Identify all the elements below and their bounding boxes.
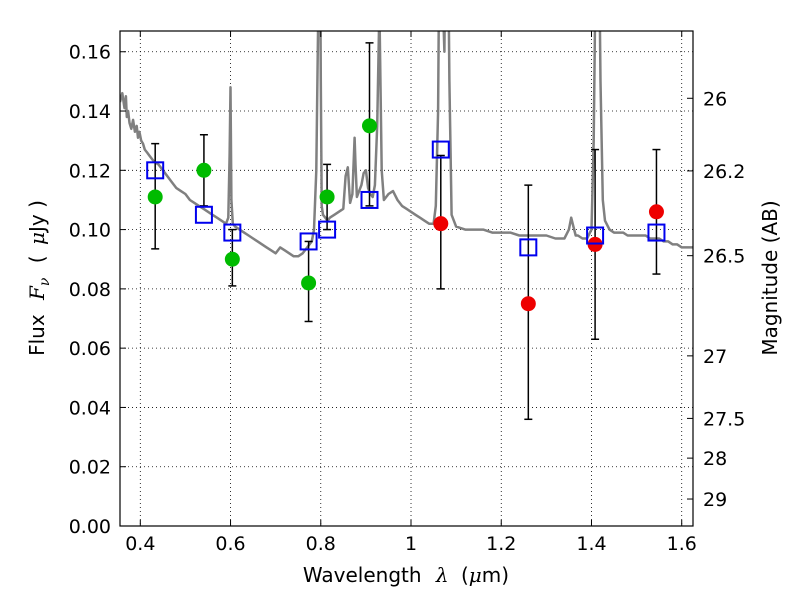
y-tick-label: 0.02 — [69, 457, 111, 479]
mag-tick-label: 27.5 — [703, 408, 745, 430]
mag-tick-label: 27 — [703, 346, 727, 368]
mag-tick-label: 26.5 — [703, 246, 745, 268]
x-axis-label-mu: μ — [469, 563, 482, 587]
y-tick-label: 0.08 — [69, 279, 111, 301]
x-tick-label: 1.6 — [667, 533, 697, 555]
x-tick-label: 0.8 — [306, 533, 336, 555]
grid — [120, 31, 693, 526]
model-point-square — [223, 223, 242, 242]
y-axis-label-paren: ( — [25, 255, 49, 263]
mag-tick-label: 26.2 — [703, 161, 745, 183]
data-point-circle — [362, 118, 378, 134]
data-point-circle — [224, 251, 240, 267]
data-points — [146, 118, 666, 312]
data-point-circle — [319, 189, 335, 205]
data-point-circle — [520, 296, 536, 312]
data-point-circle — [301, 275, 317, 291]
model-spectrum-line — [120, 31, 693, 258]
x-axis-label-unit: m) — [482, 563, 509, 587]
y-axis-label-symbol: F — [25, 285, 49, 301]
axis-ticks: 0.4 0.6 0.8 1 1.2 1.4 1.6 0.00 0.02 0.04 0.06 0.08 0… — [69, 31, 745, 555]
y-tick-label: 0.14 — [69, 101, 111, 123]
model-point-square — [586, 226, 605, 245]
data-point-circle — [648, 204, 664, 220]
plot-frame — [119, 30, 694, 527]
x-axis-label-text: Wavelength — [303, 563, 422, 587]
x-tick-label: 0.6 — [215, 533, 245, 555]
y-tick-label: 0.12 — [69, 160, 111, 182]
y-axis-label: Flux Fν ( μJy ) — [25, 200, 54, 356]
model-point-square — [318, 220, 337, 239]
y-axis-label-unit: Jy ) — [25, 200, 49, 234]
data-point-circle — [196, 162, 212, 178]
model-point-square — [146, 161, 165, 180]
x-tick-label: 0.4 — [125, 533, 155, 555]
x-tick-label: 1.2 — [486, 533, 516, 555]
x-axis-label-symbol: λ — [435, 563, 449, 587]
data-point-circle — [433, 216, 449, 232]
model-point-square — [360, 190, 379, 209]
model-point-square — [519, 238, 538, 257]
mag-tick-label: 29 — [703, 489, 727, 511]
y-tick-label: 0.10 — [69, 220, 111, 242]
x-tick-label: 1.4 — [576, 533, 606, 555]
x-axis-label-paren: ( — [461, 563, 469, 587]
y-tick-label: 0.04 — [69, 397, 111, 419]
x-axis-label: Wavelength λ (μm) — [303, 563, 509, 587]
y2-axis-label: Magnitude (AB) — [758, 200, 782, 355]
y-tick-label: 0.06 — [69, 338, 111, 360]
data-point-circle — [147, 189, 163, 205]
mag-tick-label: 28 — [703, 448, 727, 470]
y-axis-label-text: Flux — [25, 314, 49, 356]
y-axis-label-subscript: ν — [37, 277, 53, 286]
model-point-square — [299, 232, 318, 251]
mag-tick-label: 26 — [703, 88, 727, 110]
y-tick-label: 0.00 — [69, 516, 111, 538]
y-axis-label-mu: μ — [25, 232, 49, 245]
plot-background — [120, 31, 693, 526]
x-tick-label: 1 — [405, 533, 417, 555]
y-tick-label: 0.16 — [69, 42, 111, 64]
model-point-square — [647, 223, 666, 242]
model-point-square — [431, 140, 450, 159]
model-point-square — [194, 205, 213, 224]
